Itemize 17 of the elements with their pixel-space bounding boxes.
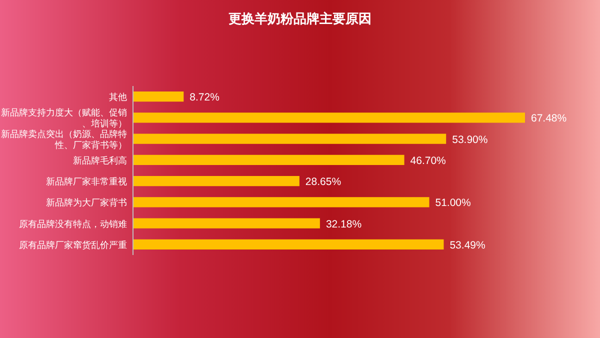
data-label: 51.00% <box>435 197 471 210</box>
y-tick-label: 新品牌厂家非常重视 <box>46 176 127 187</box>
y-tick-label: 原有品牌没有特点，动销难 <box>19 218 127 229</box>
data-label: 67.48% <box>531 112 567 125</box>
y-tick-label: 原有品牌厂家窜货乱价严重 <box>19 240 127 250</box>
y-tick-label: 新品牌卖点突出（奶源、品牌特性、厂家背书等） <box>1 128 127 150</box>
data-label: 53.90% <box>452 134 488 146</box>
chart-title: 更换羊奶粉品牌主要原因 <box>228 11 372 26</box>
y-tick-label: 其他 <box>109 92 127 102</box>
data-label: 8.72% <box>190 92 220 104</box>
data-label: 53.49% <box>450 239 486 252</box>
y-tick-label: 新品牌毛利高 <box>73 155 127 166</box>
data-label: 46.70% <box>410 154 446 167</box>
y-tick-label: 新品牌为大厂家背书 <box>46 198 127 208</box>
data-label: 28.65% <box>305 176 342 188</box>
data-label: 32.18% <box>326 218 362 230</box>
y-tick-label: 新品牌支持力度大（赋能、促销、培训等） <box>1 108 127 129</box>
